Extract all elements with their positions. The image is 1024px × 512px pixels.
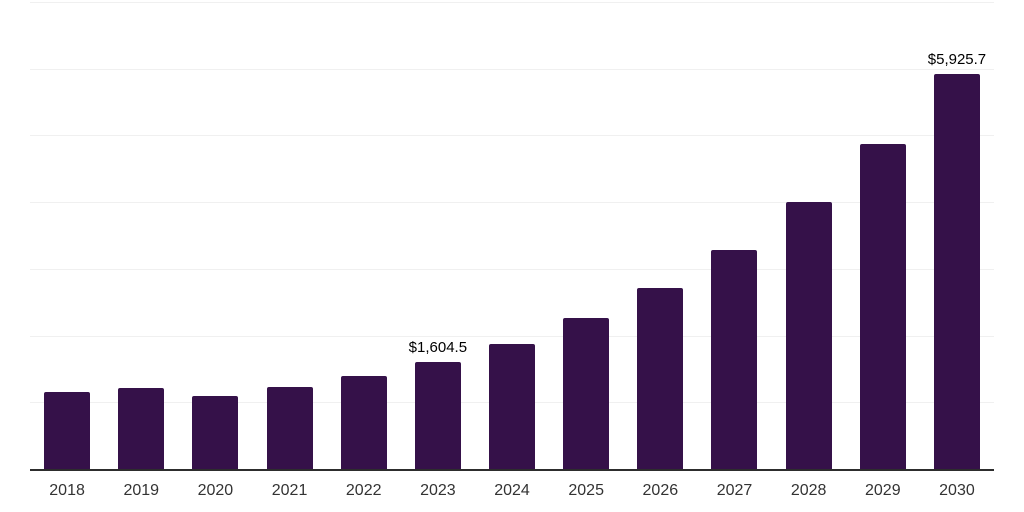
bar-2030[interactable] [933,73,980,469]
plot-area: $1,604.5 $5,925.7 [30,2,994,471]
x-tick-label-2019: 2019 [123,482,160,499]
bars-container: $1,604.5 $5,925.7 [30,2,994,469]
bar-band-2020 [178,2,252,469]
gridline [30,268,994,270]
bar-2022[interactable] [340,375,387,469]
bar-band-2029 [846,2,920,469]
x-tick-label-2027: 2027 [716,482,753,499]
x-axis-labels: 2018 2019 2020 2021 2022 2023 2024 2025 2026 2027… [30,482,994,500]
bar-2021[interactable] [266,386,313,469]
x-tick-label-2020: 2020 [197,482,234,499]
x-axis-line [30,469,994,471]
bar-2020[interactable] [192,395,239,469]
gridline [30,2,994,3]
bar-band-2027 [697,2,771,469]
gridline [30,68,994,70]
x-tick-label-2022: 2022 [345,482,382,499]
value-label-2030: $5,925.7 [927,50,987,68]
gridline [30,335,994,337]
x-tick-label-2021: 2021 [271,482,308,499]
x-tick-label-2026: 2026 [642,482,679,499]
bar-2024[interactable] [489,343,536,469]
x-tick-label-2030: 2030 [939,482,975,499]
bar-band-2030: $5,925.7 [920,2,994,469]
bar-2018[interactable] [44,392,91,469]
bar-band-2019 [104,2,178,469]
bar-band-2018 [30,2,104,469]
gridline [30,135,994,137]
value-label-2023: $1,604.5 [408,338,468,356]
bar-2019[interactable] [118,387,165,469]
bar-2023[interactable] [414,361,461,469]
bar-2027[interactable] [711,249,758,469]
bar-band-2026 [623,2,697,469]
bar-band-2022 [327,2,401,469]
x-tick-label-2023: 2023 [420,482,456,499]
x-tick-label-2024: 2024 [494,482,530,499]
bar-band-2023: $1,604.5 [401,2,475,469]
bar-2025[interactable] [563,317,610,469]
bar-2028[interactable] [785,202,832,469]
x-tick-label-2025: 2025 [568,482,604,499]
bar-2026[interactable] [637,287,684,469]
x-tick-label-2018: 2018 [49,482,85,499]
bar-2029[interactable] [859,144,906,469]
bar-band-2028 [772,2,846,469]
bar-band-2021 [252,2,326,469]
gridline [30,202,994,204]
x-tick-label-2029: 2029 [865,482,901,499]
x-tick-label-2028: 2028 [790,482,827,499]
bar-band-2025 [549,2,623,469]
bar-band-2024 [475,2,549,469]
